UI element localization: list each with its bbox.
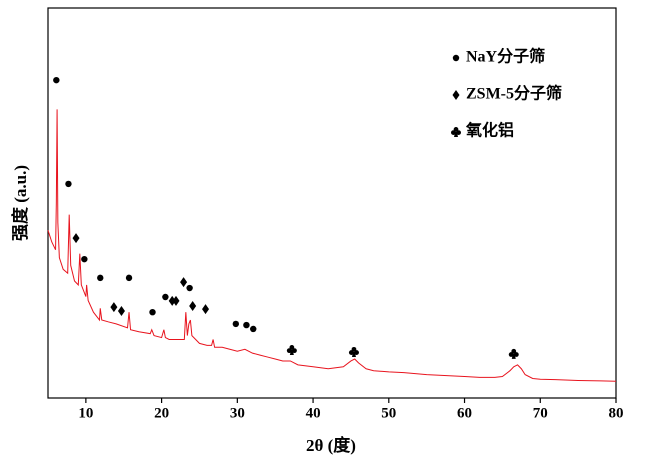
club-lobe (456, 130, 461, 136)
club-stem (511, 353, 516, 359)
club-lobe (508, 352, 514, 357)
phase-marker (189, 300, 197, 311)
club-lobe (348, 350, 354, 355)
legend-label: ZSM-5分子筛 (466, 84, 562, 103)
xrd-trace (47, 109, 617, 382)
x-tick-label: 30 (230, 405, 245, 421)
club-lobe (453, 126, 459, 132)
legend-label: 氧化铝 (465, 121, 514, 140)
x-tick-label: 70 (533, 405, 548, 421)
phase-marker (97, 274, 104, 282)
phase-marker (149, 309, 156, 316)
club-lobe (511, 348, 517, 354)
phase-marker (508, 348, 519, 359)
phase-marker (232, 320, 240, 328)
y-axis-label: 强度 (a.u.) (10, 165, 30, 241)
club-lobe (289, 345, 295, 350)
phase-marker (117, 306, 125, 317)
phase-marker (65, 180, 72, 188)
phase-marker (110, 302, 118, 313)
x-tick-label: 60 (457, 405, 472, 421)
phase-marker (72, 233, 80, 244)
x-tick-label: 50 (381, 405, 396, 421)
phase-marker (348, 346, 359, 357)
phase-marker (180, 277, 188, 288)
legend-marker (452, 54, 460, 62)
club-stem (289, 350, 294, 356)
x-axis-label: 2θ (度) (306, 435, 356, 455)
phase-marker (186, 284, 193, 292)
phase-marker (168, 295, 176, 306)
phase-marker (81, 255, 88, 263)
x-tick-label: 40 (306, 405, 321, 421)
legend-marker (451, 126, 461, 137)
club-lobe (292, 348, 297, 354)
x-tick-label: 20 (154, 405, 169, 421)
club-lobe (351, 346, 357, 352)
phase-marker (162, 293, 169, 301)
phase-marker (243, 321, 250, 329)
x-tick-label: 80 (609, 405, 624, 421)
phase-marker (286, 345, 297, 356)
phase-marker (250, 325, 257, 333)
club-lobe (354, 350, 359, 355)
club-stem (351, 351, 356, 357)
phase-marker (172, 295, 180, 306)
club-lobe (451, 130, 456, 136)
legend-label: NaY分子筛 (466, 47, 545, 66)
plot-frame (47, 7, 617, 399)
legend-marker (452, 90, 460, 100)
x-tick-label: 10 (78, 405, 93, 421)
phase-marker (202, 304, 210, 315)
club-lobe (513, 352, 519, 357)
club-stem (454, 132, 458, 137)
phase-marker (125, 274, 133, 282)
phase-marker (53, 76, 60, 84)
club-lobe (286, 348, 292, 354)
